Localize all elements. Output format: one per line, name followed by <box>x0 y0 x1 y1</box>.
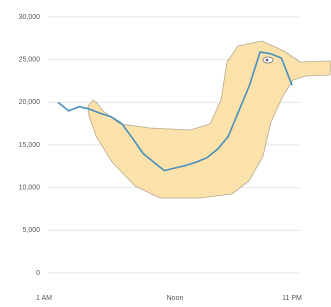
duck-pupil <box>266 59 269 62</box>
y-tick-label: 30,000 <box>19 14 41 21</box>
y-tick-label: 25,000 <box>19 57 41 64</box>
duck-illustration <box>88 41 331 198</box>
chart: 0 5,000 10,000 15,000 20,000 25,000 30,000 1 AM… <box>0 0 331 307</box>
x-tick-label: Noon <box>167 295 184 302</box>
x-tick-label: 1 AM <box>36 295 52 302</box>
y-tick-label: 10,000 <box>19 185 41 192</box>
x-tick-label: 11 PM <box>282 295 302 302</box>
y-tick-label: 15,000 <box>19 142 41 149</box>
y-tick-label: 20,000 <box>19 99 41 106</box>
duck-shape <box>88 41 331 198</box>
y-tick-label: 5,000 <box>22 227 40 234</box>
y-tick-label: 0 <box>36 270 40 277</box>
